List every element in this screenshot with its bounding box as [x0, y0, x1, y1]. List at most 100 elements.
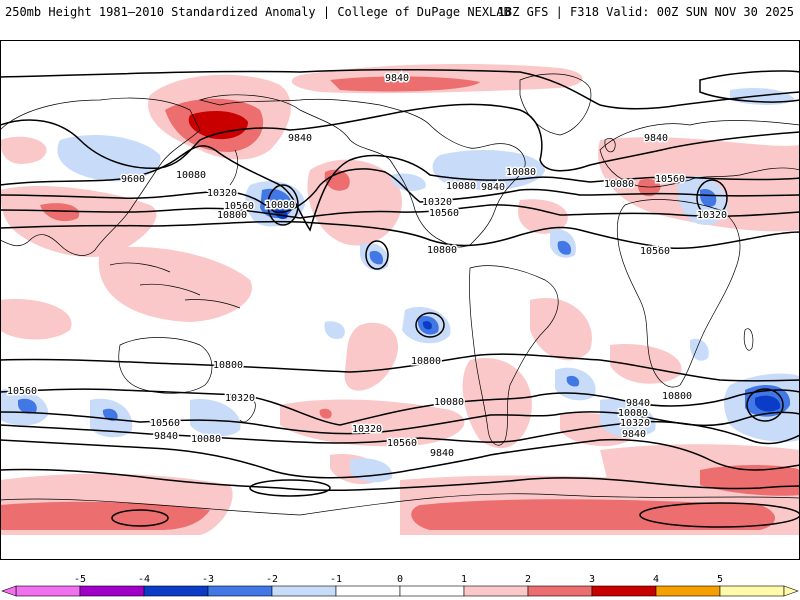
legend-color-box: [399, 585, 465, 597]
anomaly-map: 9840960098401008010320105601080010080984…: [0, 40, 800, 560]
legend-color-box: [463, 585, 529, 597]
contour-line: [0, 103, 800, 172]
coast-africa: [616, 199, 741, 388]
legend-color-box: [207, 585, 273, 597]
contour-line: [0, 438, 800, 479]
anomaly-region: [530, 298, 592, 361]
legend-tick-label: 0: [397, 574, 403, 585]
anomaly-region: [755, 395, 781, 412]
anomaly-region: [324, 169, 350, 191]
anomaly-region: [324, 321, 345, 340]
contour-label: 10320: [352, 424, 382, 435]
contour-label: 9840: [626, 398, 650, 409]
contour-label: 10320: [697, 210, 727, 221]
anomaly-region: [638, 178, 661, 197]
positive-anomaly-max-fill: [188, 110, 248, 140]
legend-color-boxes: [1, 585, 799, 597]
legend-color-box: [719, 585, 785, 597]
contour-ring: [111, 509, 169, 527]
contour-label: 10800: [217, 210, 247, 221]
legend-tick-label: -3: [202, 574, 214, 585]
contour-label: 10320: [225, 393, 255, 404]
contour-line: [0, 353, 800, 382]
run-info: 18Z GFS | F318 Valid: 00Z SUN NOV 30 202…: [497, 5, 794, 19]
contour-label: 10080: [265, 200, 295, 211]
contour-line: [699, 70, 800, 103]
anomaly-region: [330, 76, 480, 92]
legend-tick-label: -1: [330, 574, 342, 585]
contour-label: 9840: [288, 133, 312, 144]
contour-label: 10320: [620, 418, 650, 429]
contour-line: [0, 204, 800, 219]
contour-label: 10800: [427, 245, 457, 256]
contour-line: [0, 168, 800, 214]
legend-tick-label: -4: [138, 574, 150, 585]
legend-tick-label: 2: [525, 574, 531, 585]
legend-color-box: [143, 585, 209, 597]
legend-max-arrow: [783, 585, 799, 597]
anomaly-region: [700, 189, 717, 207]
anomaly-region: [319, 408, 332, 419]
legend-color-box: [591, 585, 657, 597]
contour-line: [0, 388, 800, 426]
contour-label: 10080: [618, 408, 648, 419]
legend-tick-label: 4: [653, 574, 659, 585]
legend-tick-label: -2: [266, 574, 278, 585]
contour-labels: 9840960098401008010320105601080010080984…: [5, 72, 728, 461]
anomaly-region: [102, 408, 118, 421]
contour-label: 10560: [150, 418, 180, 429]
anomaly-region: [40, 203, 80, 222]
coast-madagascar: [743, 328, 754, 351]
color-legend: -5 -4 -3 -2 -1 0 1 2 3 4 5: [1, 574, 799, 597]
legend-tick-label: 1: [461, 574, 467, 585]
anomaly-region: [0, 185, 157, 258]
positive-anomaly-fill: [0, 64, 800, 535]
legend-tick-label: -5: [74, 574, 86, 585]
contour-line: [0, 145, 800, 232]
anomaly-region: [390, 173, 426, 192]
contour-label: 10800: [662, 391, 692, 402]
anomaly-region: [98, 246, 252, 322]
contour-label: 10320: [207, 188, 237, 199]
coast-uk: [604, 137, 616, 153]
coast-indonesia: [109, 262, 241, 309]
anomaly-region: [566, 375, 580, 387]
anomaly-region: [0, 501, 210, 530]
contour-label: 10080: [176, 170, 206, 181]
contour-ring: [746, 388, 784, 422]
contour-label: 10080: [434, 397, 464, 408]
anomaly-region: [369, 250, 384, 265]
legend-color-box: [335, 585, 401, 597]
coast-asia: [0, 97, 201, 256]
contour-label: 10080: [446, 181, 476, 192]
contour-line: [0, 420, 800, 445]
contour-ring: [365, 240, 389, 270]
coast-australia: [118, 337, 213, 394]
contour-label: 9840: [622, 429, 646, 440]
contour-ring: [696, 179, 728, 217]
map-title: 250mb Height 1981–2010 Standardized Anom…: [5, 5, 511, 19]
contour-label: 10080: [191, 434, 221, 445]
contour-label: 10560: [387, 438, 417, 449]
anomaly-region: [690, 338, 709, 361]
coast-japan: [229, 149, 239, 186]
contour-label: 10080: [604, 179, 634, 190]
contour-label: 9600: [121, 174, 145, 185]
coast-antarctica: [0, 493, 800, 516]
contour-label: 10560: [224, 201, 254, 212]
contour-label: 10560: [655, 174, 685, 185]
contour-ring: [249, 479, 331, 497]
negative-anomaly-max-fill: [274, 209, 781, 412]
legend-tick-label: 3: [589, 574, 595, 585]
contour-label: 9840: [430, 448, 454, 459]
contour-line: [0, 68, 800, 110]
anomaly-region: [344, 322, 399, 391]
anomaly-region: [600, 399, 656, 437]
legend-color-box: [79, 585, 145, 597]
legend-min-arrow: [1, 585, 17, 597]
anomaly-region: [557, 240, 572, 255]
contour-label: 10320: [422, 197, 452, 208]
coast-europe: [599, 120, 800, 188]
header: 250mb Height 1981–2010 Standardized Anom…: [0, 0, 800, 24]
contour-ring: [639, 502, 800, 528]
